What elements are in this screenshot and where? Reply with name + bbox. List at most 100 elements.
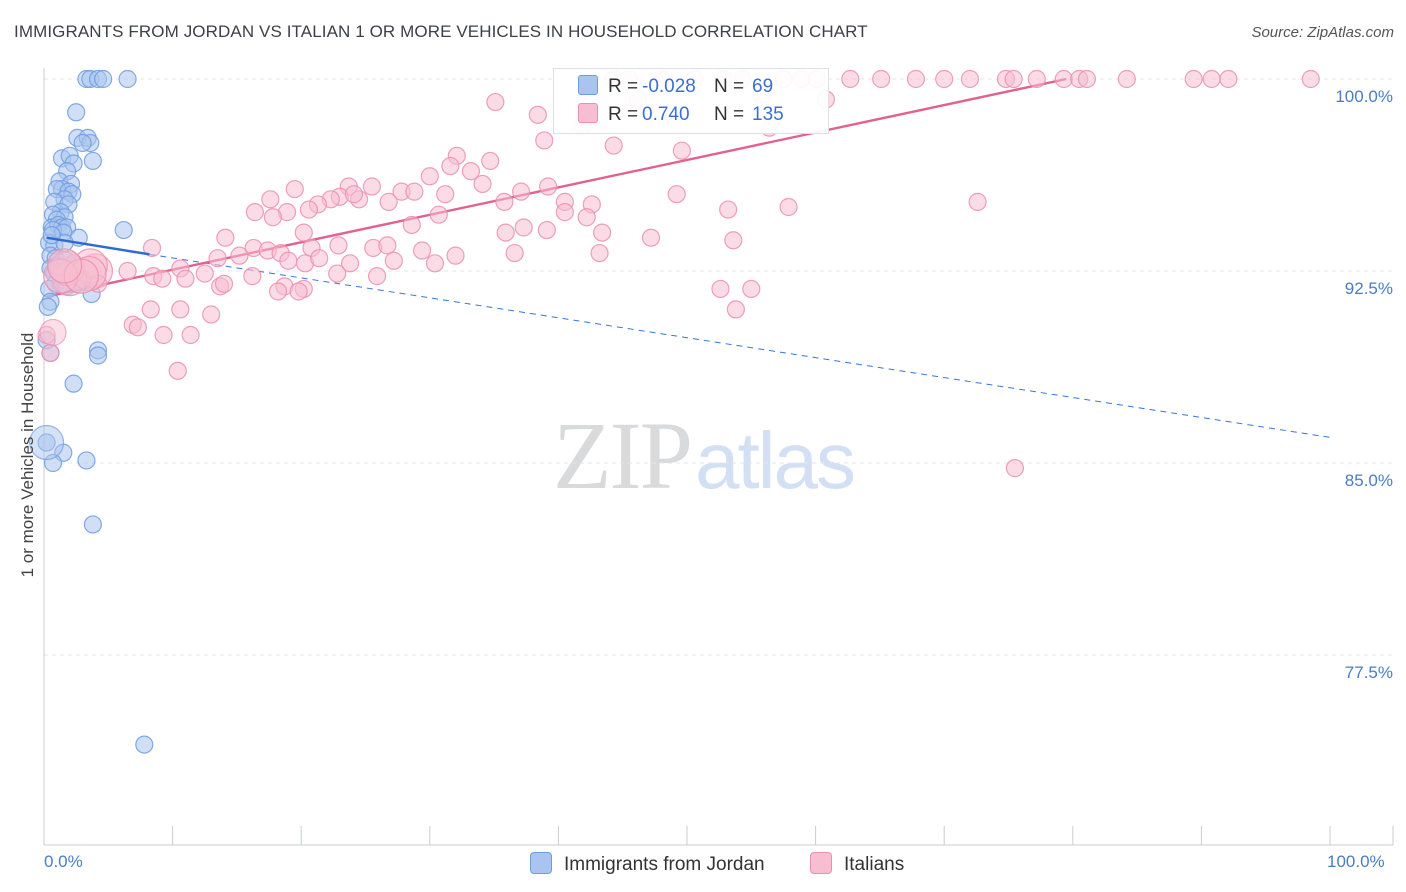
axes xyxy=(43,68,1394,846)
point-italians xyxy=(641,228,661,247)
point-italians xyxy=(141,300,160,319)
point-italians xyxy=(604,136,623,155)
point-immigrants-from-jordan xyxy=(67,103,86,122)
point-italians xyxy=(261,190,280,209)
point-italians xyxy=(208,249,227,268)
y-tick-label: 77.5% xyxy=(1344,663,1393,682)
y-tick-label: 100.0% xyxy=(1335,87,1393,106)
point-immigrants-from-jordan xyxy=(83,515,102,534)
bottom-legend-item-jordan[interactable]: Immigrants from Jordan xyxy=(530,852,765,876)
point-immigrants-from-jordan xyxy=(28,424,65,461)
point-italians xyxy=(593,223,612,242)
point-italians xyxy=(968,192,987,211)
point-italians xyxy=(496,223,515,242)
point-italians xyxy=(1301,69,1320,89)
point-italians xyxy=(41,343,60,363)
point-italians xyxy=(724,231,743,250)
point-italians xyxy=(268,282,288,301)
point-italians xyxy=(171,300,190,319)
legend-r-label: R = xyxy=(608,104,639,125)
point-immigrants-from-jordan xyxy=(118,69,137,89)
bottom-legend-swatch-jordan xyxy=(530,852,552,874)
point-italians xyxy=(1219,69,1238,89)
point-italians xyxy=(263,208,283,227)
point-italians xyxy=(344,185,364,204)
point-italians xyxy=(514,218,533,237)
legend-r-label: R = xyxy=(608,76,639,97)
bottom-legend-swatch-italians xyxy=(810,852,832,874)
point-italians xyxy=(672,141,691,160)
point-italians xyxy=(555,203,574,222)
point-italians xyxy=(505,243,524,263)
point-italians xyxy=(906,69,926,89)
watermark: ZIPatlas xyxy=(553,400,856,511)
point-italians xyxy=(960,69,980,89)
legend-n-value-jordan: 69 xyxy=(752,76,774,97)
point-italians xyxy=(436,185,455,204)
point-italians xyxy=(384,251,403,270)
point-italians xyxy=(1117,69,1136,89)
point-italians xyxy=(195,264,214,283)
point-italians xyxy=(128,318,147,337)
legend-r-value-italians: 0.740 xyxy=(642,104,690,125)
point-italians xyxy=(153,269,172,288)
point-italians xyxy=(310,249,329,268)
point-italians xyxy=(711,279,730,299)
point-italians xyxy=(425,254,445,273)
point-italians xyxy=(243,267,262,286)
point-italians xyxy=(779,197,798,217)
point-italians xyxy=(46,248,83,284)
legend-n-value-italians: 135 xyxy=(752,104,784,125)
trend-line-jordan-dashed xyxy=(149,253,1331,438)
bottom-legend-item-italians[interactable]: Italians xyxy=(810,852,904,876)
point-italians xyxy=(329,236,348,255)
point-italians xyxy=(176,269,195,288)
point-italians xyxy=(216,228,235,247)
point-italians xyxy=(340,254,360,273)
point-italians xyxy=(1054,69,1073,89)
point-italians xyxy=(535,131,554,150)
legend-row-italians: R = 0.740 N = 135 xyxy=(578,103,784,127)
correlation-legend: R = -0.028 N = 69 R = 0.740 N = 135 xyxy=(553,68,829,134)
point-italians xyxy=(461,162,481,181)
legend-n-label: N = xyxy=(714,76,745,97)
point-italians xyxy=(719,200,738,219)
x-tick-label-max: 100.0% xyxy=(1327,852,1385,871)
point-italians xyxy=(285,179,304,199)
point-immigrants-from-jordan xyxy=(77,451,96,470)
point-italians xyxy=(429,205,448,224)
chart-title: IMMIGRANTS FROM JORDAN VS ITALIAN 1 OR M… xyxy=(14,22,868,41)
point-italians xyxy=(495,192,514,211)
point-immigrants-from-jordan xyxy=(38,297,57,316)
point-italians xyxy=(362,177,382,196)
point-italians xyxy=(420,167,439,186)
trend-line-jordan-layer xyxy=(46,236,150,256)
legend-swatch-italians xyxy=(578,103,598,123)
point-italians xyxy=(441,156,460,176)
point-italians xyxy=(1005,459,1025,478)
point-italians xyxy=(537,220,556,240)
point-italians xyxy=(512,182,531,201)
bottom-legend-label-jordan: Immigrants from Jordan xyxy=(564,854,765,875)
point-italians xyxy=(1077,69,1097,89)
points-immigrants-from-jordan xyxy=(28,69,154,754)
legend-row-jordan: R = -0.028 N = 69 xyxy=(578,75,773,99)
point-italians xyxy=(367,267,387,286)
point-immigrants-from-jordan xyxy=(64,374,83,393)
point-italians xyxy=(412,241,432,260)
point-italians xyxy=(378,236,397,255)
point-italians xyxy=(481,151,500,171)
point-immigrants-from-jordan xyxy=(83,151,102,171)
point-italians xyxy=(1004,69,1023,89)
point-italians xyxy=(1202,69,1221,89)
point-italians xyxy=(446,246,465,265)
point-italians xyxy=(230,246,249,265)
point-italians xyxy=(142,238,162,258)
point-immigrants-from-jordan xyxy=(42,226,61,245)
bottom-legend-label-italians: Italians xyxy=(844,854,905,875)
point-italians xyxy=(726,300,745,319)
point-italians xyxy=(528,105,547,124)
point-italians xyxy=(245,203,265,222)
point-italians xyxy=(473,174,492,194)
point-italians xyxy=(289,282,308,301)
